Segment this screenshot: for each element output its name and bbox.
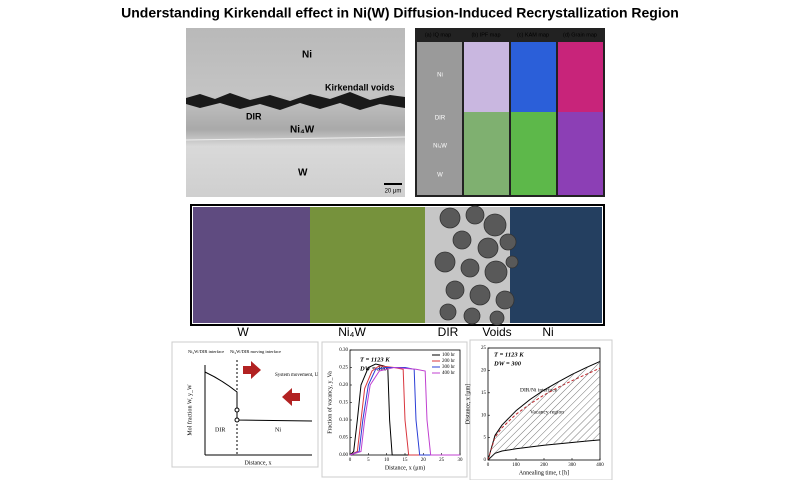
axis-label: Mol fraction W, y_W <box>186 384 193 436</box>
y-tick-label: 15 <box>481 391 487 396</box>
region-label: Ni₄W <box>338 325 366 339</box>
title: Understanding Kirkendall effect in Ni(W)… <box>121 5 679 21</box>
x-tick-label: 0 <box>349 458 352 463</box>
region-label: Ni <box>275 427 281 433</box>
y-tick-label: 0.00 <box>339 453 348 458</box>
label: DIR <box>246 111 262 121</box>
row-label: W <box>437 173 443 179</box>
y-tick-label: 5 <box>484 436 487 441</box>
diagram-label: Ni₄W/DIR interface <box>188 349 224 354</box>
series-line <box>349 363 460 456</box>
legend-label: 200 hr <box>442 359 455 364</box>
map-header: (a) IQ map <box>425 32 451 38</box>
y-axis-label: Fraction of vacancy, y_Va <box>326 371 333 434</box>
y-tick-label: 10 <box>481 413 487 418</box>
legend-label: 100 hr <box>442 353 455 358</box>
y-tick-label: 25 <box>481 346 487 351</box>
diagram-label: System movement, U <box>275 373 319 378</box>
region-label: DIR <box>215 427 225 433</box>
x-tick-label: 15 <box>403 458 409 463</box>
x-tick-label: 100 <box>512 463 520 468</box>
annotation: DIR/Ni interface <box>520 386 558 393</box>
x-tick-label: 200 <box>540 463 548 468</box>
annotation: DW = 300 <box>359 365 388 372</box>
y-tick-label: 0.30 <box>339 348 348 353</box>
y-axis-label: Distance, x [μm] <box>465 384 471 424</box>
row-label: Ni₄W <box>433 144 447 150</box>
map-header: (b) IPF map <box>471 32 500 38</box>
x-axis-label: Distance, x (μm) <box>385 464 425 471</box>
ebsd-maps: (a) IQ map (b) IPF map (c) KAM map (d) G… <box>415 28 605 197</box>
x-tick-label: 30 <box>458 458 464 463</box>
axis-label: Distance, x <box>245 460 272 466</box>
annotation: T = 1123 K <box>360 356 390 363</box>
x-tick-label: 0 <box>487 463 490 468</box>
region-label: DIR <box>438 325 459 339</box>
annotation: T = 1123 K <box>494 351 524 358</box>
label: Kirkendall voids <box>325 82 395 92</box>
x-tick-label: 25 <box>439 458 445 463</box>
schematic: W Ni₄W DIR Voids Ni <box>190 204 605 339</box>
vacancy-region <box>488 361 600 460</box>
map-header: (c) KAM map <box>517 32 549 38</box>
x-tick-label: 5 <box>367 458 370 463</box>
annotation: DW = 300 <box>493 360 522 367</box>
micrograph: Ni Kirkendall voids DIR Ni₄W W 20 μm <box>185 28 406 197</box>
x-tick-label: 10 <box>384 458 390 463</box>
label: Ni <box>302 50 312 61</box>
row-label: DIR <box>435 116 446 122</box>
map-header: (d) Grain map <box>563 32 597 38</box>
x-tick-label: 400 <box>596 463 604 468</box>
y-tick-label: 0.10 <box>339 418 348 423</box>
y-tick-label: 0.20 <box>339 383 348 388</box>
x-tick-label: 20 <box>421 458 427 463</box>
x-tick-label: 300 <box>568 463 576 468</box>
diagram-label: Ni₄W/DIR moving interface <box>230 349 281 354</box>
label: W <box>298 168 308 179</box>
series-line <box>349 366 460 456</box>
series-line <box>349 365 460 456</box>
y-tick-label: 20 <box>481 369 487 374</box>
region-label: Voids <box>482 325 511 339</box>
y-tick-label: 0.05 <box>339 436 348 441</box>
row-label: Ni <box>437 73 443 79</box>
region-label: Ni <box>542 325 553 339</box>
y-tick-label: 0.15 <box>339 401 348 406</box>
region-label: W <box>237 325 249 339</box>
x-axis-label: Annealing time, t [h] <box>519 470 569 476</box>
legend-label: 400 hr <box>442 371 455 376</box>
y-tick-label: 0.25 <box>339 366 348 371</box>
scale-bar: 20 μm <box>385 189 402 195</box>
label: Ni₄W <box>290 125 315 136</box>
diagram: Ni₄W/DIR interface Ni₄W/DIR moving inter… <box>171 341 319 468</box>
legend-label: 300 hr <box>442 365 455 370</box>
y-tick-label: 0 <box>484 458 487 463</box>
series-line <box>349 367 460 456</box>
